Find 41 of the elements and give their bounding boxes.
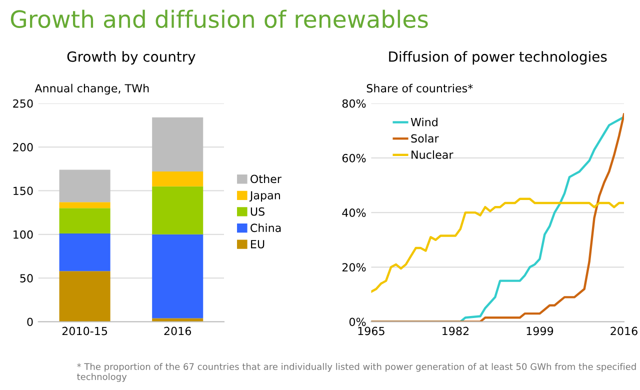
legend-label: Nuclear — [412, 150, 454, 159]
x-tick-label: 1999 — [526, 326, 554, 336]
x-tick-label: 1982 — [442, 326, 468, 336]
y-tick-label: 60% — [342, 154, 366, 162]
chart-title: Growth by country — [67, 51, 196, 65]
bar — [59, 202, 110, 208]
x-tick-label: 2016 — [610, 326, 638, 336]
text: Growth and diffusion of renewables — [10, 10, 428, 28]
y-axis-title: Share of countries* — [366, 84, 473, 92]
bar — [152, 117, 204, 172]
line-series — [371, 198, 624, 293]
x-tick-label: 2010-15 — [62, 326, 108, 336]
y-tick-label: 0% — [349, 318, 366, 326]
legend-label: China — [250, 223, 281, 232]
x-tick-label: 1965 — [358, 326, 384, 336]
y-tick-label: 150 — [14, 186, 33, 196]
chart-title: Diffusion of power technologies — [389, 51, 607, 65]
legend-label: EU — [251, 240, 264, 248]
text: * The proportion of the 67 countries that are individually listed with power generation of at least 50 GWh from the specified technology — [77, 363, 636, 382]
y-tick-label: 20% — [342, 263, 366, 272]
x-tick-label: 2016 — [164, 326, 192, 336]
bar — [152, 186, 204, 234]
bar — [152, 234, 204, 318]
y-tick-label: 50 — [20, 274, 33, 282]
legend-label: Other — [250, 174, 282, 184]
bar — [152, 171, 204, 186]
bar — [59, 234, 110, 272]
legend-label: US — [250, 207, 264, 216]
y-tick-label: 40% — [342, 208, 366, 217]
bar — [59, 208, 110, 234]
y-axis-title: Annual change, TWh — [34, 84, 149, 95]
legend-label: Solar — [411, 134, 439, 143]
y-tick-label: 0 — [27, 318, 33, 326]
y-tick-label: 250 — [13, 99, 33, 108]
legend-label: Wind — [410, 118, 438, 126]
bar — [59, 271, 110, 322]
y-tick-label: 100 — [14, 230, 33, 239]
y-tick-label: 80% — [342, 99, 366, 108]
y-tick-label: 200 — [13, 143, 33, 152]
legend-label: Japan — [249, 191, 280, 202]
bar — [59, 170, 110, 202]
